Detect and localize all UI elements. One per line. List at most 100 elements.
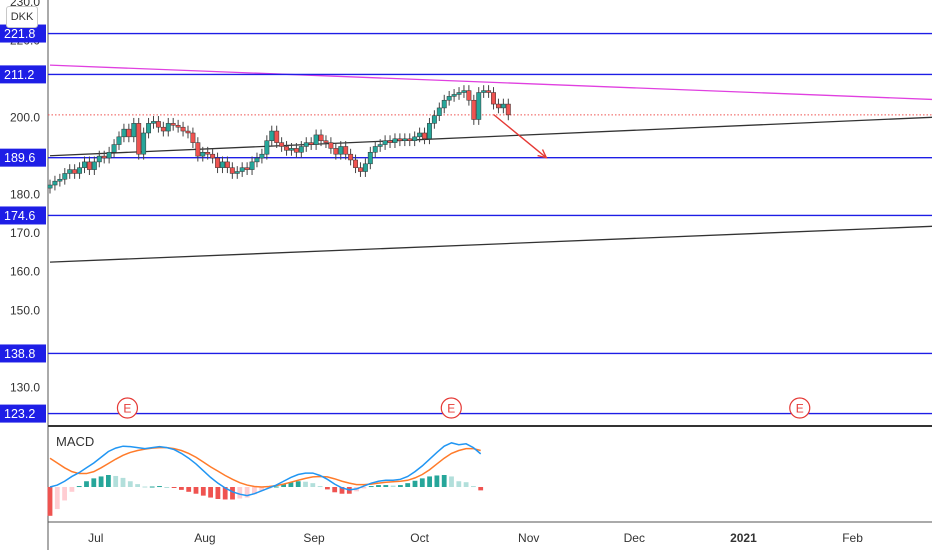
macd-histogram-bar (405, 483, 411, 487)
candle-body (274, 130, 280, 143)
candle-body (308, 142, 314, 145)
macd-histogram-bar (91, 478, 97, 487)
macd-histogram-bar (179, 487, 184, 490)
candle-body (387, 140, 393, 143)
macd-histogram-bar (390, 485, 396, 487)
candle-body (471, 99, 477, 120)
macd-histogram-bar (434, 475, 440, 487)
macd-histogram-bar (412, 480, 418, 487)
candle-body (289, 148, 294, 151)
x-tick-label: Nov (518, 531, 539, 545)
macd-histogram-bar (252, 487, 257, 495)
x-tick-label: Feb (842, 531, 863, 545)
macd-histogram-bar (69, 487, 75, 492)
candle-body (155, 121, 161, 128)
candle-body (47, 184, 53, 189)
candle-body (67, 169, 73, 174)
candle-body (466, 90, 472, 101)
y-tick-label: 180.0 (10, 188, 40, 202)
candle-body (106, 152, 112, 159)
level-label-bg (0, 206, 46, 225)
macd-histogram-bar (361, 487, 367, 489)
candle-body (500, 103, 506, 109)
candle-body (461, 90, 467, 93)
candle-body (476, 92, 482, 120)
macd-histogram-bar (288, 482, 294, 487)
candle-body (348, 153, 354, 161)
earnings-marker-label: E (796, 402, 804, 416)
macd-histogram-bar (463, 482, 469, 487)
macd-histogram-bar (171, 487, 177, 488)
macd-histogram-bar (368, 486, 374, 488)
candle-body (279, 142, 285, 147)
macd-histogram-bar (230, 487, 235, 500)
candle-body (254, 157, 260, 163)
candle-body (382, 140, 388, 145)
level-label: 123.2 (4, 407, 35, 421)
macd-histogram-bar (237, 487, 243, 499)
candle-body (451, 94, 457, 97)
y-tick-label: 230.0 (10, 0, 40, 9)
candle-body (436, 107, 442, 116)
macd-histogram-bar (398, 485, 403, 487)
y-tick-label: 200.0 (10, 111, 40, 125)
macd-histogram-bar (303, 481, 308, 487)
macd-histogram-bar (259, 487, 265, 491)
macd-signal-line (49, 446, 481, 488)
candle-body (343, 146, 349, 155)
candle-body (126, 128, 132, 138)
candle-body (412, 136, 418, 141)
candle-body (298, 146, 304, 153)
candle-body (358, 167, 363, 172)
candle-body (86, 161, 92, 170)
candle-body (195, 142, 201, 157)
candle-body (495, 103, 501, 109)
candle-body (328, 142, 334, 149)
candle-body (224, 161, 230, 168)
candle-body (417, 132, 423, 138)
level-label-bg (0, 65, 46, 84)
y-tick-label: 160.0 (10, 265, 40, 279)
macd-histogram-bar (478, 487, 484, 491)
earnings-marker-label: E (447, 402, 455, 416)
macd-histogram-bar (208, 487, 213, 498)
y-tick-label: 150.0 (10, 303, 40, 317)
level-label: 189.6 (4, 151, 35, 165)
candle-body (353, 159, 358, 168)
candle-body (62, 173, 68, 180)
macd-histogram-bar (222, 487, 228, 500)
candle-body (293, 148, 299, 153)
x-tick-label: Dec (624, 531, 645, 545)
candle-body (303, 142, 309, 147)
candle-body (456, 92, 462, 95)
macd-histogram-bar (339, 487, 345, 494)
candle-body (264, 140, 270, 155)
candle-body (491, 92, 496, 105)
macd-histogram-bar (456, 481, 462, 487)
candle-body (397, 138, 403, 141)
candle-body (481, 90, 487, 93)
candle-body (338, 146, 344, 155)
candle-body (111, 144, 117, 153)
candle-body (170, 123, 176, 126)
candle-body (101, 155, 107, 159)
candle-body (422, 132, 427, 140)
macd-histogram-bar (193, 487, 199, 494)
candle-body (116, 136, 122, 145)
candle-body (57, 178, 63, 182)
candle-body (200, 152, 206, 157)
level-label-bg (0, 344, 46, 363)
candle-body (121, 128, 127, 138)
candle-body (91, 161, 97, 170)
macd-histogram-bar (149, 486, 155, 488)
candle-body (205, 152, 211, 155)
macd-histogram-bar (419, 478, 425, 487)
candle-body (151, 121, 156, 124)
x-tick-label: Sep (303, 531, 325, 545)
candle-body (244, 167, 250, 170)
currency-label: DKK (6, 6, 38, 28)
earnings-marker (116, 397, 139, 419)
macd-histogram-bar (186, 487, 192, 492)
candle-body (284, 146, 289, 151)
